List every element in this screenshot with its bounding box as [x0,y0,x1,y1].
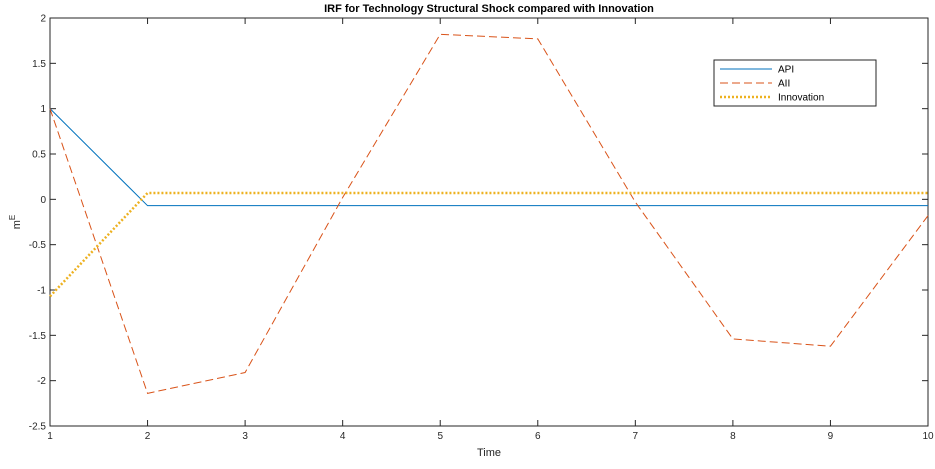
svg-text:mE: mE [8,215,23,230]
series-line-innovation [49,191,928,298]
x-tick-label: 1 [47,431,53,442]
legend-box [713,59,877,107]
y-tick-label: 1.5 [32,59,46,70]
x-tick-label: 7 [633,431,639,442]
y-axis-label-superscript: E [8,215,17,220]
legend-label-api: API [778,65,794,76]
legend-label-innovation: Innovation [778,93,824,104]
y-tick-label: -2 [37,376,46,387]
y-tick-label: -1 [37,286,46,297]
series-line-api [49,108,928,207]
y-tick-label: 1 [40,104,46,115]
legend: API AII Innovation [713,59,877,107]
legend-label-aii: AII [778,79,790,90]
y-tick-label: 0 [40,195,46,206]
y-axis: -2.5 -2 -1.5 -1 -0.5 0 0.5 1 1.5 2 [29,14,928,433]
x-tick-label: 9 [828,431,834,442]
y-tick-label: -2.5 [29,422,47,433]
y-tick-label: -1.5 [29,331,47,342]
y-tick-label: -0.5 [29,240,47,251]
y-axis-label: mE [8,215,23,230]
chart-title: IRF for Technology Structural Shock comp… [324,3,654,15]
series-layer [49,33,929,394]
x-tick-label: 5 [437,431,443,442]
series-line-aii [49,33,929,394]
x-tick-label: 6 [535,431,541,442]
x-axis: 1 2 3 4 5 6 7 8 9 10 [47,18,934,442]
y-tick-label: 0.5 [32,150,46,161]
x-axis-label: Time [477,447,501,459]
x-tick-label: 8 [730,431,736,442]
y-tick-label: 2 [40,14,46,25]
x-tick-label: 4 [340,431,346,442]
y-axis-label-main: m [11,220,23,229]
x-tick-label: 10 [922,431,934,442]
x-tick-label: 2 [145,431,151,442]
x-tick-label: 3 [242,431,248,442]
